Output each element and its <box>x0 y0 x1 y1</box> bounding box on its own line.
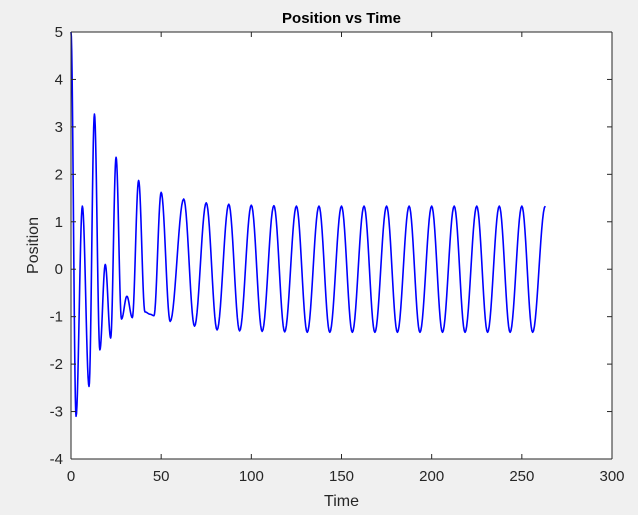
y-tick-label: -2 <box>50 356 63 373</box>
x-tick-label: 300 <box>599 468 624 485</box>
x-tick-label: 50 <box>153 468 170 485</box>
axes: 0 50 100 150 200 250 300 -4 -3 -2 -1 0 1 2 3 4 5 <box>50 24 625 485</box>
y-tick-label: 3 <box>55 119 63 136</box>
y-tick-label: 5 <box>55 24 63 41</box>
y-tick-label: 1 <box>55 214 63 231</box>
y-axis-label: Position <box>25 217 42 274</box>
y-tick-label: 4 <box>55 71 63 88</box>
series-line-0 <box>70 31 546 418</box>
plot-area <box>71 32 612 459</box>
y-tick-label: -1 <box>50 309 63 326</box>
x-tick-label: 150 <box>329 468 354 485</box>
y-tick-label: -4 <box>50 451 63 468</box>
y-tick-label: 2 <box>55 166 63 183</box>
x-tick-label: 100 <box>239 468 264 485</box>
x-axis-label: Time <box>324 493 359 510</box>
y-tick-label: -3 <box>50 404 63 421</box>
x-tick-label: 0 <box>67 468 75 485</box>
x-tick-label: 200 <box>419 468 444 485</box>
series-layer <box>70 31 546 418</box>
chart-title: Position vs Time <box>282 10 401 27</box>
y-tick-label: 0 <box>55 261 63 278</box>
x-tick-label: 250 <box>509 468 534 485</box>
